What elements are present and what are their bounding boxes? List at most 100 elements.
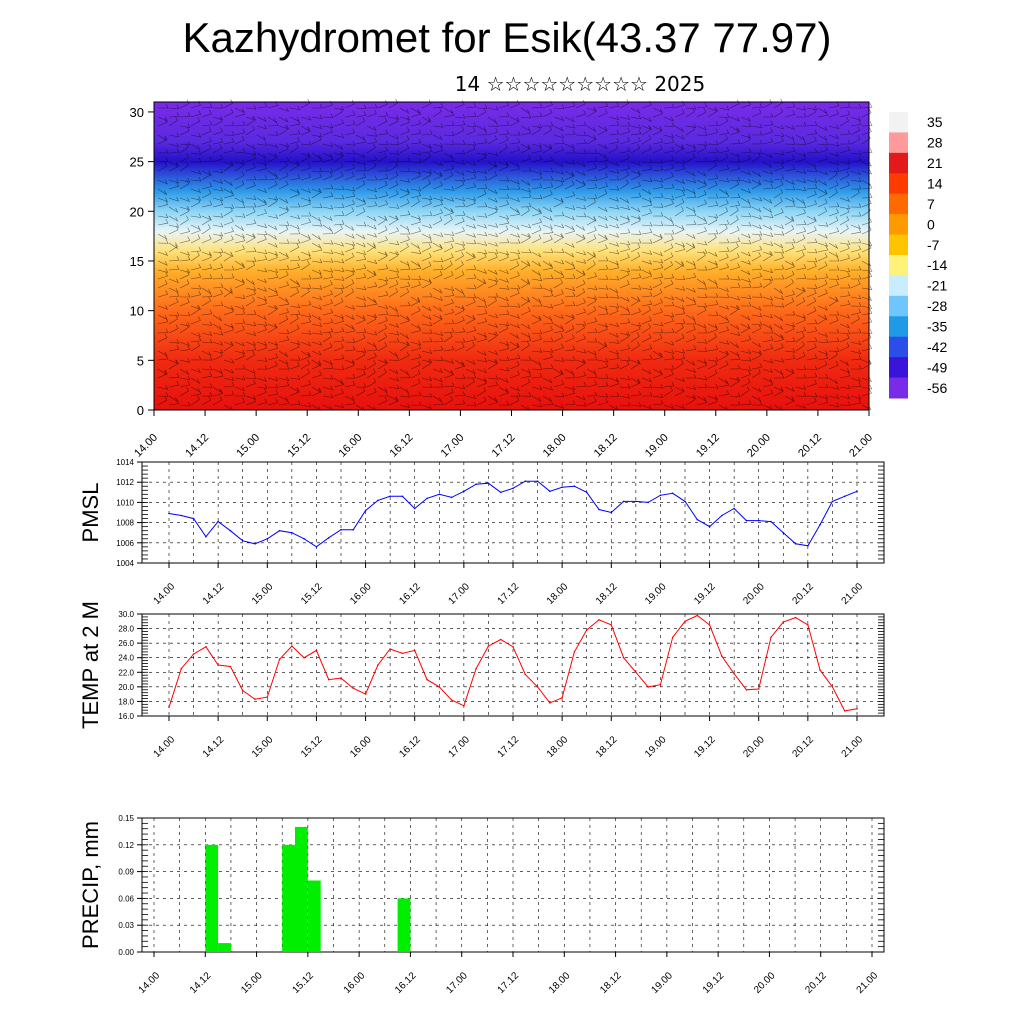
wind-barb — [432, 244, 443, 253]
wind-barb — [355, 250, 367, 256]
wind-barb — [762, 112, 774, 118]
data-point — [770, 636, 772, 639]
wind-barb — [784, 348, 796, 353]
wind-barb — [476, 151, 488, 156]
wind-barb — [707, 332, 717, 343]
x-tick-label: 14.12 — [201, 581, 227, 607]
wind-barb — [190, 273, 202, 280]
wind-barb — [223, 137, 235, 145]
wind-barb — [212, 274, 224, 280]
wind-barb — [597, 357, 609, 363]
wind-barb — [630, 171, 641, 181]
wind-barb — [828, 141, 840, 147]
wind-barb — [223, 287, 233, 298]
wind-barb — [377, 146, 389, 154]
wind-barb — [388, 189, 399, 199]
wind-barb — [839, 171, 850, 181]
wind-barb — [707, 174, 719, 181]
wind-barb — [828, 180, 839, 190]
x-tick-label: 16.00 — [342, 970, 368, 996]
wind-barb — [740, 188, 751, 194]
wind-barb — [773, 159, 785, 164]
wind-barb — [245, 341, 257, 347]
wind-barb — [399, 386, 410, 394]
wind-barb — [190, 132, 202, 138]
wind-barb — [839, 272, 851, 280]
wind-barb — [751, 368, 761, 379]
wind-barb — [234, 364, 246, 370]
wind-barb — [179, 227, 191, 235]
wind-barb — [421, 129, 433, 136]
wind-barb — [685, 300, 697, 307]
wind-barb — [652, 393, 664, 398]
wind-barb — [168, 148, 180, 154]
wind-barb — [344, 345, 356, 352]
wind-barb — [421, 321, 433, 327]
wind-barb — [289, 255, 301, 262]
wind-barb — [729, 127, 740, 136]
wind-barb — [817, 338, 829, 343]
wind-barb — [608, 137, 620, 145]
data-point — [401, 495, 404, 498]
wind-barb — [685, 153, 696, 163]
wind-barb — [751, 321, 763, 326]
wind-barb — [366, 224, 377, 230]
wind-barb — [729, 158, 741, 163]
wind-barb — [850, 314, 860, 325]
wind-barb — [443, 131, 455, 137]
wind-barb — [597, 223, 609, 229]
wind-barb — [729, 139, 741, 145]
wind-barb — [443, 270, 454, 280]
wind-barb — [850, 170, 861, 176]
wind-barb — [190, 336, 202, 343]
wind-barb — [828, 350, 838, 361]
wind-barb — [641, 177, 653, 182]
wind-barb — [300, 300, 312, 307]
wind-barb — [663, 340, 675, 346]
wind-barb — [201, 224, 211, 235]
heatmap-field — [154, 102, 869, 410]
wind-barb — [157, 385, 169, 390]
wind-barb — [520, 107, 531, 115]
wind-barb — [520, 368, 531, 374]
data-point — [684, 620, 686, 623]
wind-barb — [850, 224, 861, 230]
wind-barb — [410, 119, 422, 127]
wind-barb — [619, 244, 631, 253]
wind-barb — [465, 265, 477, 271]
data-point — [463, 490, 465, 493]
data-point — [610, 624, 613, 626]
wind-barb — [597, 393, 609, 398]
wind-barb — [311, 359, 322, 367]
wind-barb — [773, 335, 785, 343]
wind-barb — [443, 236, 455, 244]
wind-barb — [322, 393, 334, 398]
wind-barb — [509, 210, 521, 217]
wind-barb — [179, 215, 189, 226]
wind-barb — [245, 247, 257, 253]
wind-barb — [586, 125, 597, 133]
wind-barb — [267, 153, 278, 163]
wind-barb — [487, 122, 499, 127]
wind-barb — [762, 152, 773, 159]
wind-barb — [487, 313, 499, 319]
wind-barb — [729, 377, 739, 388]
wind-barb — [707, 216, 718, 226]
wind-barb — [839, 342, 850, 352]
wind-barb — [652, 298, 663, 307]
wind-barb — [762, 137, 774, 145]
wind-barb — [377, 304, 389, 310]
wind-barb — [608, 144, 619, 154]
wind-barb — [553, 333, 564, 343]
wind-barb — [399, 198, 410, 208]
wind-barb — [729, 305, 741, 310]
wind-barb — [465, 199, 476, 208]
wind-barb — [586, 156, 598, 163]
data-point — [180, 514, 183, 517]
wind-barb — [663, 381, 675, 388]
wind-barb — [850, 211, 862, 217]
wind-barb — [553, 133, 565, 139]
wind-barb — [630, 170, 642, 176]
wind-barb — [432, 265, 444, 271]
wind-barb — [355, 166, 367, 172]
